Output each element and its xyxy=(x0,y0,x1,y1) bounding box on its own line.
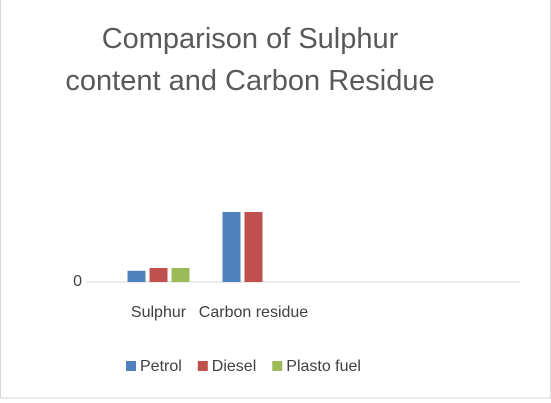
bar xyxy=(244,212,263,282)
legend-swatch xyxy=(126,361,136,371)
legend-label: Diesel xyxy=(212,358,256,375)
legend-swatch xyxy=(197,361,208,371)
bar xyxy=(222,212,241,282)
chart-title: Comparison of Sulphur content and Carbon… xyxy=(65,23,435,97)
bar xyxy=(171,268,190,282)
legend-label: Petrol xyxy=(140,358,182,375)
x-tick-label: Carbon residue xyxy=(199,304,309,321)
bar xyxy=(149,268,168,282)
x-tick-label: Sulphur xyxy=(131,304,187,321)
legend-label: Plasto fuel xyxy=(286,358,361,375)
legend-swatch xyxy=(272,361,283,371)
y-tick-label: 0 xyxy=(73,273,82,290)
bar xyxy=(127,270,146,282)
